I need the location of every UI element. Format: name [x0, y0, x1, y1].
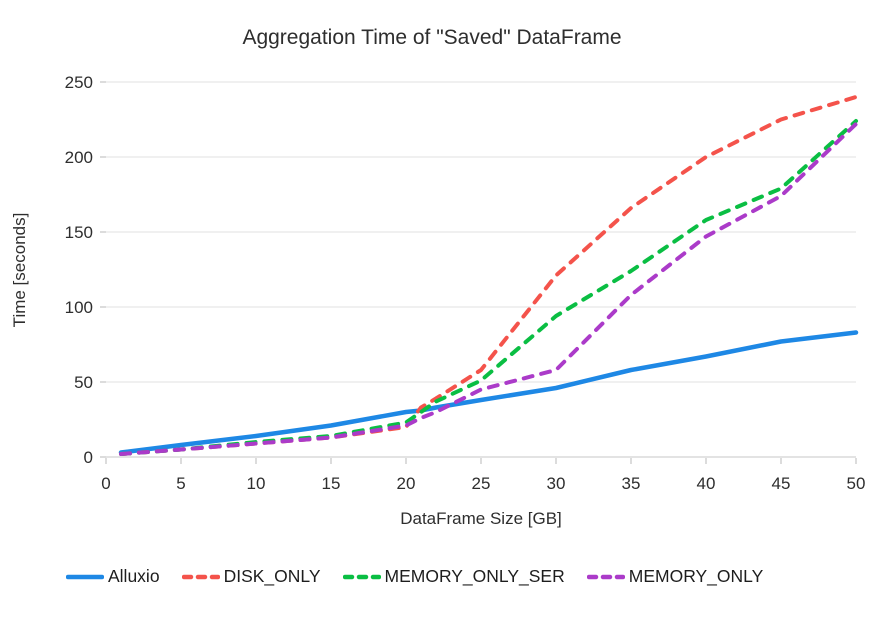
legend-label: Alluxio	[108, 566, 160, 586]
x-tick-label: 20	[397, 474, 416, 493]
legend-line-sample	[181, 574, 220, 579]
legend-label: MEMORY_ONLY	[628, 566, 764, 586]
tick-labels: 0 50 100 150 200 250 0 5 10 15 20 25 30 35 40 45 50	[65, 73, 866, 493]
legend-line-sample	[586, 574, 625, 579]
x-tick-label: 30	[547, 474, 566, 493]
x-axis-label: DataFrame Size [GB]	[400, 509, 562, 528]
legend-item-alluxio: Alluxio	[66, 566, 160, 587]
legend-line-sample	[66, 574, 104, 579]
legend-label: DISK_ONLY	[223, 566, 321, 586]
y-tick-label: 0	[84, 448, 93, 467]
x-tick-label: 5	[176, 474, 185, 493]
legend-line-sample	[342, 574, 381, 579]
gridlines	[106, 81, 856, 458]
series-line-memory_only	[119, 122, 858, 456]
y-tick-label: 150	[65, 223, 93, 242]
x-tick-label: 25	[472, 474, 491, 493]
chart-title: Aggregation Time of "Saved" DataFrame	[242, 26, 621, 49]
axis-ticks	[100, 81, 857, 464]
y-tick-label: 100	[65, 298, 93, 317]
line-chart: Aggregation Time of "Saved" DataFrame 0 5…	[10, 26, 866, 528]
x-tick-label: 0	[101, 474, 110, 493]
x-tick-label: 10	[247, 474, 266, 493]
x-tick-label: 45	[772, 474, 791, 493]
legend-item-memory-only-ser: MEMORY_ONLY_SER	[342, 566, 565, 587]
series-lines	[118, 95, 859, 456]
y-tick-label: 200	[65, 148, 93, 167]
x-tick-label: 40	[697, 474, 716, 493]
legend-item-disk-only: DISK_ONLY	[181, 566, 321, 587]
series-line-alluxio	[118, 330, 859, 455]
x-tick-label: 35	[622, 474, 641, 493]
y-tick-label: 50	[74, 373, 93, 392]
y-tick-label: 250	[65, 73, 93, 92]
x-tick-label: 50	[847, 474, 866, 493]
x-tick-label: 15	[322, 474, 341, 493]
series-line-memory_only_ser	[119, 119, 858, 456]
chart-legend: Alluxio DISK_ONLY MEMORY_ONLY_SER MEMORY…	[66, 566, 763, 587]
y-axis-label: Time [seconds]	[10, 213, 29, 328]
legend-item-memory-only: MEMORY_ONLY	[586, 566, 764, 587]
legend-label: MEMORY_ONLY_SER	[384, 566, 565, 586]
